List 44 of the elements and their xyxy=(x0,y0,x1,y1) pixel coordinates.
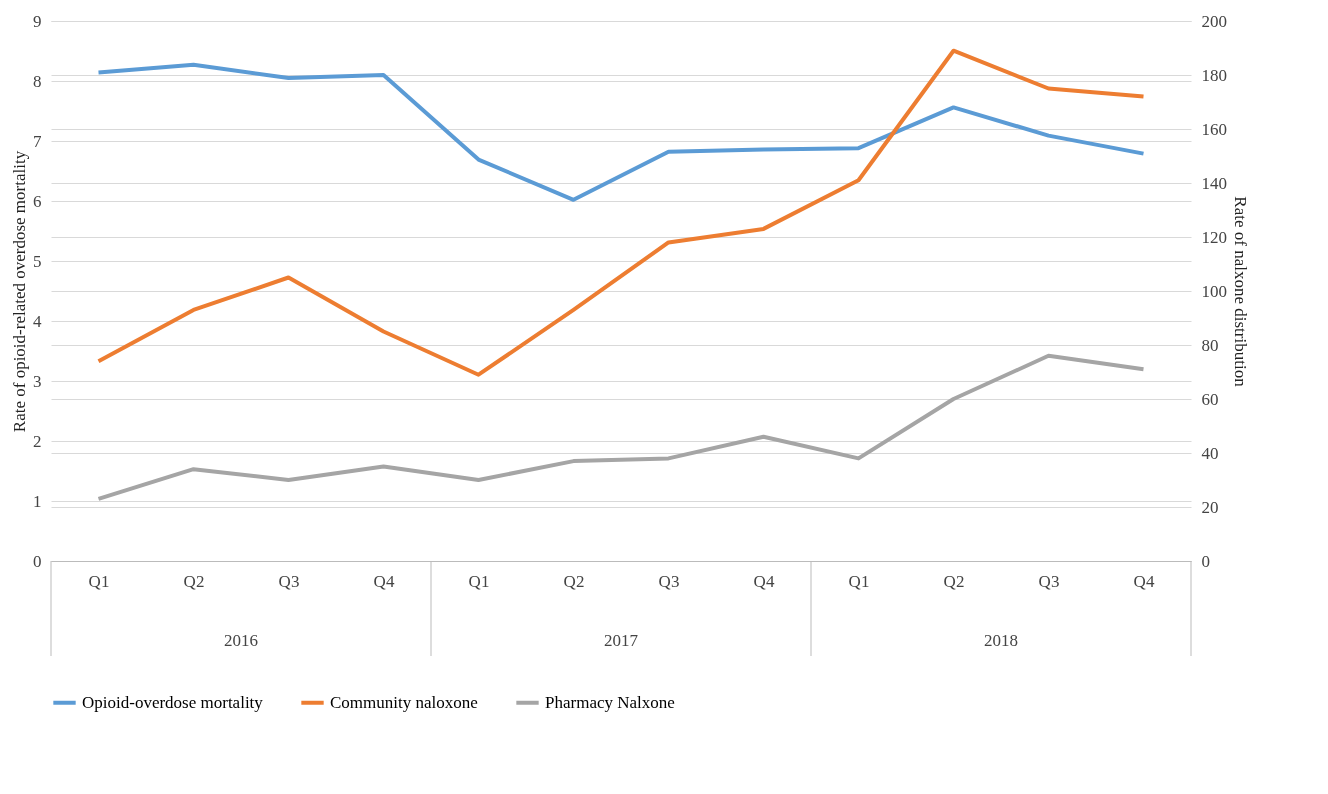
y2-tick-label: 140 xyxy=(1201,173,1227,193)
y2-tick-label: 120 xyxy=(1201,227,1227,247)
x-tick-label: Q4 xyxy=(1133,571,1155,591)
y-tick-label: 0 xyxy=(33,551,42,571)
x-tick-label: Q4 xyxy=(753,571,775,591)
y-tick-label: 2 xyxy=(33,431,42,451)
y-tick-label: 6 xyxy=(33,191,42,211)
y-tick-label: 4 xyxy=(33,311,42,331)
x-tick-label: Q4 xyxy=(373,571,395,591)
x-tick-label: Q3 xyxy=(278,571,300,591)
y-tick-label: 7 xyxy=(33,131,42,151)
y2-tick-label: 60 xyxy=(1201,389,1219,409)
y-tick-label: 3 xyxy=(33,371,42,391)
x-tick-label: Q2 xyxy=(563,571,585,591)
y-tick-label: 9 xyxy=(33,11,42,31)
line-series xyxy=(96,353,1146,501)
x-tick-label: Q1 xyxy=(848,571,870,591)
y2-tick-label: 200 xyxy=(1201,11,1227,31)
x-tick-label: Q2 xyxy=(183,571,205,591)
text: 2017 xyxy=(604,631,639,650)
y2-tick-label: 0 xyxy=(1201,551,1210,571)
line-series xyxy=(96,48,1146,377)
text: 2016 xyxy=(224,631,258,650)
y-axis-title: Rate of opioid-related overdose mortality xyxy=(10,150,29,433)
text: 2018 xyxy=(984,631,1018,650)
y-tick-label: 1 xyxy=(33,491,42,511)
legend-label: Pharmacy Nalxone xyxy=(545,692,675,712)
y2-tick-label: 180 xyxy=(1201,65,1227,85)
y2-tick-label: 160 xyxy=(1201,119,1227,139)
legend-label: Opioid-overdose mortality xyxy=(82,692,264,712)
x-tick-label: Q1 xyxy=(468,571,490,591)
x-tick-label: Q1 xyxy=(88,571,110,591)
y2-tick-label: 20 xyxy=(1201,497,1219,517)
y2-tick-label: 40 xyxy=(1201,443,1219,463)
line-series xyxy=(96,62,1146,202)
y-tick-label: 5 xyxy=(33,251,42,271)
x-tick-label: Q2 xyxy=(943,571,965,591)
y2-tick-label: 80 xyxy=(1201,335,1219,355)
y-tick-label: 8 xyxy=(33,71,42,91)
y2-tick-label: 100 xyxy=(1201,281,1227,301)
x-tick-label: Q3 xyxy=(1038,571,1060,591)
y2-axis-title: Rate of nalxone distribution xyxy=(1231,196,1250,388)
legend-label: Community naloxone xyxy=(330,692,478,712)
x-tick-label: Q3 xyxy=(658,571,680,591)
